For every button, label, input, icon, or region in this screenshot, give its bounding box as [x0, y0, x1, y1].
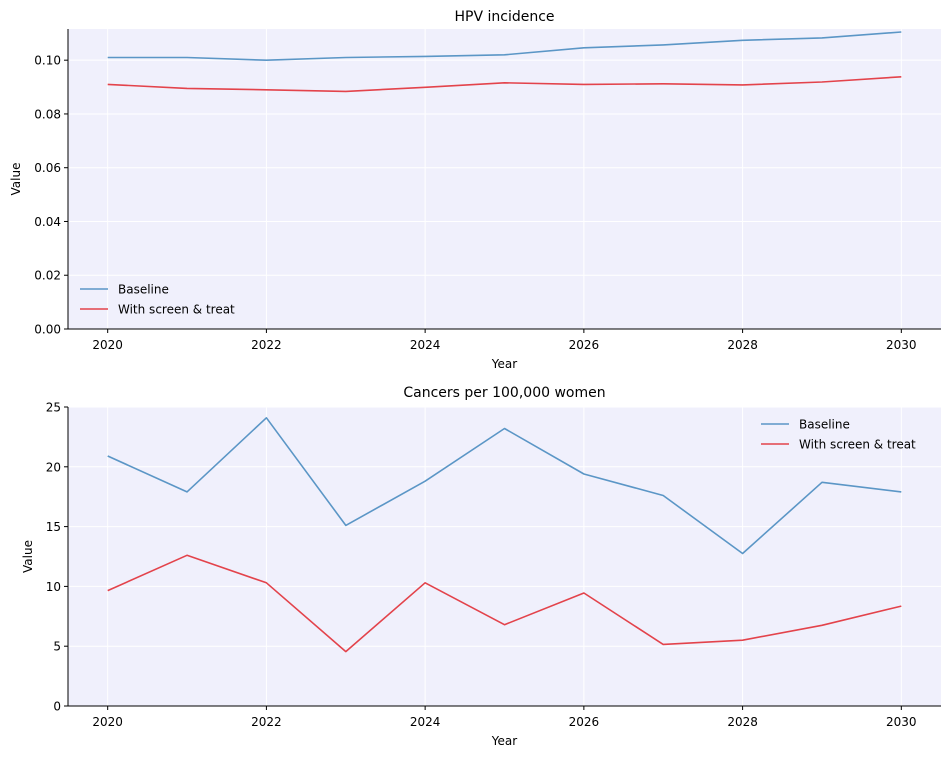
- legend-item: With screen & treat: [80, 303, 235, 317]
- x-axis-label: Year: [491, 734, 517, 748]
- x-tick-label: 2022: [251, 715, 282, 729]
- series-line-with-screen-treat: [107, 76, 902, 93]
- y-tick-label: 10: [46, 580, 61, 594]
- axes: [67, 407, 941, 707]
- x-tick-label: 2022: [251, 338, 282, 352]
- y-tick-label: 15: [46, 520, 61, 534]
- cancers-panel: 2020 2022 2024 2026 2028 2030 0 5 10 15 20 25 Cance…: [21, 385, 941, 748]
- plot-area: [68, 407, 941, 706]
- chart-title: Cancers per 100,000 women: [403, 385, 605, 401]
- x-tick-label: 2026: [569, 715, 600, 729]
- y-tick-label: 0.02: [34, 269, 61, 283]
- y-tick-label: 5: [53, 640, 61, 654]
- series-layer: [107, 31, 902, 93]
- series-line-with-screen-treat: [107, 554, 902, 653]
- x-tick-label: 2030: [886, 715, 917, 729]
- x-axis-label: Year: [491, 357, 517, 371]
- ticks: 2020 2022 2024 2026 2028 2030 0 5 10 15 20 25: [46, 401, 917, 730]
- y-tick-label: 20: [46, 460, 61, 474]
- plot-area: [68, 29, 941, 329]
- chart-title: HPV incidence: [454, 9, 554, 25]
- y-tick-label: 0.04: [34, 215, 61, 229]
- x-tick-label: 2024: [410, 338, 441, 352]
- legend-label: Baseline: [799, 418, 850, 432]
- series-line-baseline: [107, 31, 902, 62]
- legend-item: Baseline: [761, 418, 850, 432]
- y-tick-label: 0.00: [34, 323, 61, 337]
- x-tick-label: 2028: [727, 338, 758, 352]
- x-tick-label: 2020: [92, 338, 123, 352]
- hpv-incidence-panel: 2020 2022 2024 2026 2028 2030 0.00 0.02 0.04 0.06…: [9, 9, 941, 371]
- y-axis-label: Value: [21, 540, 35, 573]
- legend: Baseline With screen & treat: [80, 283, 235, 317]
- x-tick-label: 2028: [727, 715, 758, 729]
- legend: Baseline With screen & treat: [761, 418, 916, 452]
- y-tick-label: 0.10: [34, 54, 61, 68]
- axes: [67, 29, 941, 330]
- y-tick-label: 0.08: [34, 107, 61, 121]
- legend-item: With screen & treat: [761, 438, 916, 452]
- legend-label: With screen & treat: [118, 303, 235, 317]
- series-line-baseline: [107, 416, 902, 555]
- y-tick-label: 25: [46, 401, 61, 415]
- y-tick-label: 0: [53, 700, 61, 714]
- x-tick-label: 2026: [569, 338, 600, 352]
- legend-item: Baseline: [80, 283, 169, 297]
- legend-label: With screen & treat: [799, 438, 916, 452]
- x-tick-label: 2030: [886, 338, 917, 352]
- ticks: 2020 2022 2024 2026 2028 2030 0.00 0.02 0.04 0.06…: [34, 54, 916, 352]
- y-axis-label: Value: [9, 163, 23, 196]
- legend-label: Baseline: [118, 283, 169, 297]
- y-tick-label: 0.06: [34, 161, 61, 175]
- series-layer: [107, 416, 902, 653]
- x-tick-label: 2024: [410, 715, 441, 729]
- x-tick-label: 2020: [92, 715, 123, 729]
